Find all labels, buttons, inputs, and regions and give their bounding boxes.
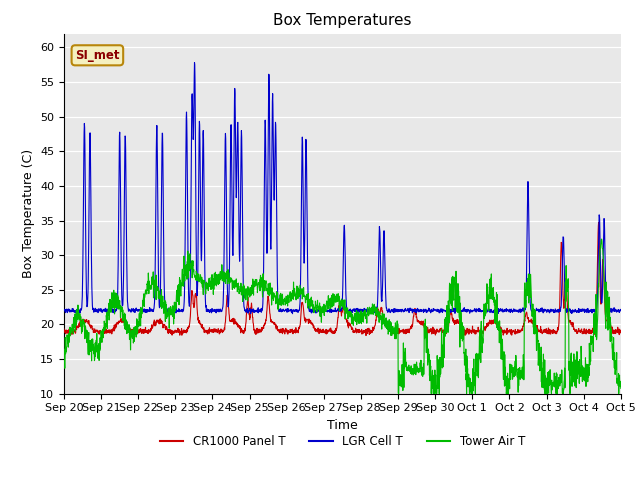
Text: SI_met: SI_met xyxy=(75,49,120,62)
Legend: CR1000 Panel T, LGR Cell T, Tower Air T: CR1000 Panel T, LGR Cell T, Tower Air T xyxy=(155,430,530,453)
X-axis label: Time: Time xyxy=(327,419,358,432)
Title: Box Temperatures: Box Temperatures xyxy=(273,13,412,28)
Y-axis label: Box Temperature (C): Box Temperature (C) xyxy=(22,149,35,278)
